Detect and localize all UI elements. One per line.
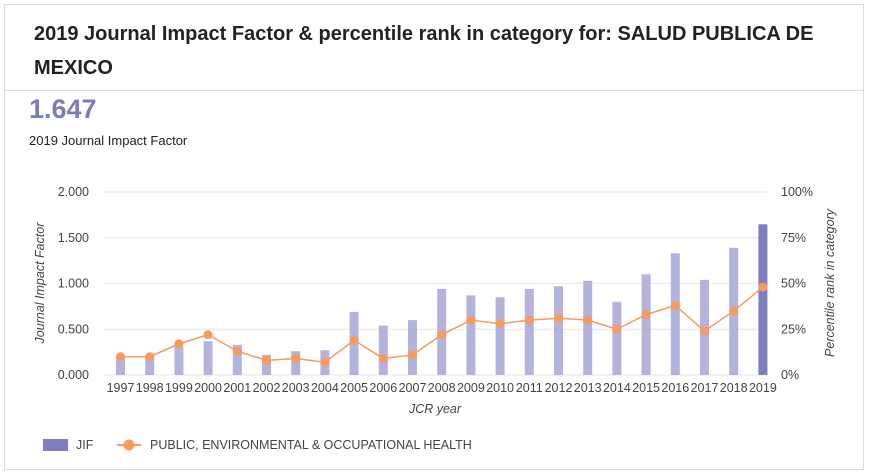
percentile-point xyxy=(232,346,242,356)
legend-swatch-point xyxy=(123,439,135,451)
percentile-point xyxy=(320,357,330,367)
y-tick-label-right: 100% xyxy=(781,185,813,199)
y-tick-label-right: 0% xyxy=(781,368,799,382)
jif-bar xyxy=(612,301,622,375)
impact-factor-value: 1.647 xyxy=(29,94,97,124)
legend-label-jif: JIF xyxy=(76,438,94,452)
jif-bar xyxy=(232,344,242,375)
x-tick-label: 2011 xyxy=(516,381,543,395)
jif-bar xyxy=(554,286,563,375)
x-tick-label: 2000 xyxy=(194,381,222,395)
x-tick-label: 1998 xyxy=(136,381,164,395)
percentile-point xyxy=(612,324,622,334)
percentile-point xyxy=(203,330,213,340)
percentile-point xyxy=(437,330,447,340)
percentile-point xyxy=(495,319,505,329)
x-tick-label: 2001 xyxy=(223,381,251,395)
percentile-point xyxy=(641,310,651,320)
jif-bar xyxy=(262,354,271,375)
x-tick-label: 2014 xyxy=(603,381,631,395)
percentile-point xyxy=(262,355,271,365)
y-tick-label-left: 1.500 xyxy=(58,231,89,245)
percentile-point xyxy=(349,335,359,345)
percentile-point xyxy=(670,300,680,310)
percentile-point xyxy=(145,352,155,362)
x-tick-label: 2018 xyxy=(720,381,748,395)
jif-bar xyxy=(291,351,301,375)
x-tick-label: 2007 xyxy=(399,381,427,395)
jif-bar xyxy=(495,297,505,375)
percentile-point xyxy=(758,282,768,292)
percentile-point xyxy=(700,326,709,336)
x-tick-label: 2006 xyxy=(369,381,397,395)
legend-label-percentile: PUBLIC, ENVIRONMENTAL & OCCUPATIONAL HEA… xyxy=(150,438,472,452)
y-axis-title-left: Journal Impact Factor xyxy=(33,222,47,345)
x-tick-label: 2019 xyxy=(749,381,777,395)
jif-bar xyxy=(466,295,476,375)
x-tick-label: 2002 xyxy=(253,381,281,395)
y-tick-label-right: 25% xyxy=(781,322,806,336)
impact-factor-label: 2019 Journal Impact Factor xyxy=(29,133,188,148)
x-tick-label: 2009 xyxy=(457,381,485,395)
y-tick-label-left: 0.000 xyxy=(58,368,89,382)
y-tick-label-left: 2.000 xyxy=(58,185,89,199)
card-header: 2019 Journal Impact Factor & percentile … xyxy=(5,5,863,91)
jif-bar xyxy=(174,346,184,375)
percentile-point xyxy=(116,352,125,362)
jif-bar xyxy=(116,355,125,375)
x-tick-label: 2017 xyxy=(691,381,719,395)
y-tick-label-right: 75% xyxy=(781,231,806,245)
jif-bar xyxy=(583,280,593,375)
x-tick-label: 2016 xyxy=(661,381,689,395)
percentile-point xyxy=(583,315,593,325)
percentile-point xyxy=(524,315,534,325)
percentile-point xyxy=(291,354,301,364)
chart-card: 2019 Journal Impact Factor & percentile … xyxy=(4,4,864,470)
percentile-point xyxy=(729,306,739,316)
x-tick-label: 2013 xyxy=(574,381,602,395)
percentile-point xyxy=(174,339,184,349)
jif-bar xyxy=(641,274,651,375)
jif-bar xyxy=(203,341,213,375)
x-tick-label: 2010 xyxy=(486,381,514,395)
x-tick-label: 1999 xyxy=(165,381,193,395)
page-title: 2019 Journal Impact Factor & percentile … xyxy=(34,23,814,79)
x-tick-label: 2008 xyxy=(428,381,456,395)
y-tick-label-right: 50% xyxy=(781,277,806,291)
x-tick-label: 2012 xyxy=(545,381,573,395)
jif-bar xyxy=(378,325,388,375)
x-tick-label: 2015 xyxy=(632,381,660,395)
x-tick-label: 2003 xyxy=(282,381,310,395)
x-tick-label: 2005 xyxy=(340,381,368,395)
y-tick-label-left: 1.000 xyxy=(58,277,89,291)
x-axis-title: JCR year xyxy=(408,402,462,416)
jif-bar xyxy=(408,320,417,375)
percentile-point xyxy=(554,313,563,323)
legend-swatch-jif xyxy=(43,439,68,451)
jif-bar xyxy=(145,356,155,375)
percentile-point xyxy=(378,354,388,364)
jif-bar xyxy=(758,224,768,375)
jif-bar xyxy=(670,253,680,375)
y-axis-title-right: Percentile rank in category xyxy=(823,208,837,357)
jif-bar xyxy=(524,288,534,375)
x-tick-label: 2004 xyxy=(311,381,339,395)
y-tick-label-left: 0.500 xyxy=(58,322,89,336)
percentile-point xyxy=(408,350,417,360)
percentile-point xyxy=(466,315,476,325)
x-tick-label: 1997 xyxy=(107,381,135,395)
